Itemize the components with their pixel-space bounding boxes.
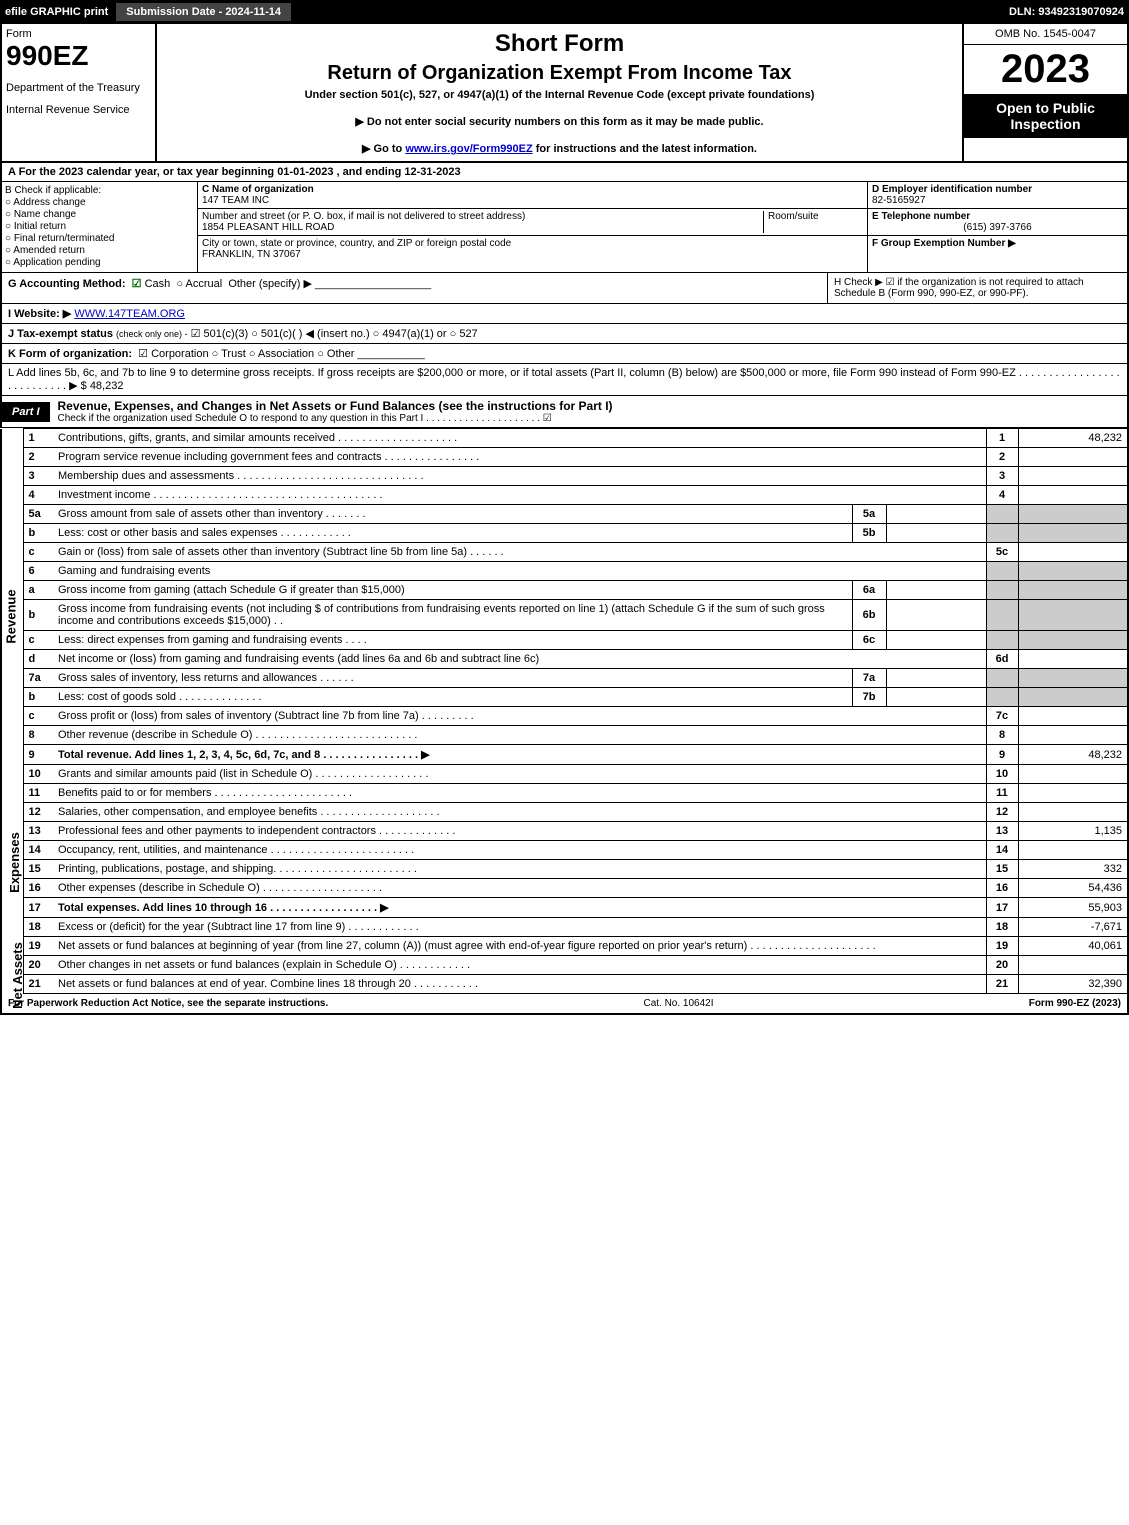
city-line: City or town, state or province, country… (198, 236, 867, 262)
box-d: D Employer identification number82-51659… (868, 182, 1127, 209)
efile-label: efile GRAPHIC print (5, 6, 108, 18)
r1-ln: 1 (986, 429, 1018, 448)
website-link[interactable]: WWW.147TEAM.ORG (74, 308, 185, 320)
l-text: L Add lines 5b, 6c, and 7b to line 9 to … (8, 367, 1120, 392)
phone-value: (615) 397-3766 (872, 222, 1123, 233)
chk-final-return[interactable]: ○ Final return/terminated (5, 233, 194, 244)
g-label: G Accounting Method: (8, 278, 126, 290)
warning: ▶ Do not enter social security numbers o… (163, 115, 956, 128)
city-value: FRANKLIN, TN 37067 (202, 249, 301, 260)
irs-label: Internal Revenue Service (6, 104, 151, 116)
goto-link[interactable]: www.irs.gov/Form990EZ (405, 143, 532, 155)
box-f: F Group Exemption Number ▶ (868, 236, 1127, 251)
org-name-line: C Name of organization 147 TEAM INC (198, 182, 867, 209)
org-name-label: C Name of organization (202, 184, 314, 195)
addr-line: Number and street (or P. O. box, if mail… (198, 209, 867, 236)
submission-date: Submission Date - 2024-11-14 (116, 3, 291, 21)
chk-address-change[interactable]: ○ Address change (5, 197, 194, 208)
dln: DLN: 93492319070924 (1009, 6, 1124, 18)
k-label: K Form of organization: (8, 348, 132, 360)
addr-value: 1854 PLEASANT HILL ROAD (202, 222, 334, 233)
ein-label: D Employer identification number (872, 184, 1123, 195)
subtitle: Under section 501(c), 527, or 4947(a)(1)… (163, 89, 956, 101)
gh-row: G Accounting Method: ☑ Cash ○ Accrual Ot… (0, 273, 1129, 304)
part-i-header: Part I Revenue, Expenses, and Changes in… (0, 396, 1129, 428)
part-i-label: Part I (2, 402, 50, 422)
chk-initial-return[interactable]: ○ Initial return (5, 221, 194, 232)
group-label: F Group Exemption Number ▶ (872, 238, 1123, 249)
side-expenses: Expenses (1, 765, 23, 918)
box-bcdef-row: B Check if applicable: ○ Address change … (0, 182, 1129, 273)
g-cash: Cash (145, 278, 171, 290)
form-label: Form (6, 28, 151, 40)
form-number: 990EZ (6, 40, 151, 72)
r1-amt: 48,232 (1018, 429, 1128, 448)
l-amount: 48,232 (90, 380, 124, 392)
chk-pending[interactable]: ○ Application pending (5, 257, 194, 268)
box-b: B Check if applicable: ○ Address change … (2, 182, 198, 272)
j-label: J Tax-exempt status (8, 328, 113, 340)
tax-year: 2023 (964, 45, 1127, 94)
header-middle: Short Form Return of Organization Exempt… (157, 24, 962, 161)
line-l: L Add lines 5b, 6c, and 7b to line 9 to … (0, 364, 1129, 396)
part-i-title: Revenue, Expenses, and Changes in Net As… (50, 396, 1127, 427)
line-i: I Website: ▶ WWW.147TEAM.ORG (0, 304, 1129, 324)
footer-left: For Paperwork Reduction Act Notice, see … (8, 998, 328, 1009)
box-c: C Name of organization 147 TEAM INC Numb… (198, 182, 867, 272)
website-label: I Website: ▶ (8, 308, 71, 320)
phone-label: E Telephone number (872, 211, 1123, 222)
room-label: Room/suite (768, 211, 819, 222)
title-short-form: Short Form (163, 30, 956, 58)
line-j: J Tax-exempt status (check only one) - ☑… (0, 324, 1129, 344)
goto-pre: ▶ Go to (362, 143, 405, 155)
goto-post: for instructions and the latest informat… (533, 143, 757, 155)
g-other: Other (specify) ▶ (228, 278, 312, 290)
k-opts: ☑ Corporation ○ Trust ○ Association ○ Ot… (138, 348, 354, 360)
line-a: A For the 2023 calendar year, or tax yea… (0, 163, 1129, 182)
goto-line: ▶ Go to www.irs.gov/Form990EZ for instru… (163, 142, 956, 155)
r1-desc: Contributions, gifts, grants, and simila… (53, 429, 986, 448)
header-right: OMB No. 1545-0047 2023 Open to Public In… (962, 24, 1127, 161)
line-g: G Accounting Method: ☑ Cash ○ Accrual Ot… (2, 273, 827, 303)
dept-label: Department of the Treasury (6, 82, 151, 94)
footer-right: Form 990-EZ (2023) (1029, 998, 1121, 1009)
top-bar: efile GRAPHIC print Submission Date - 20… (0, 0, 1129, 24)
side-netassets: Net Assets (1, 918, 23, 994)
side-revenue: Revenue (1, 429, 23, 726)
part-i-sub: Check if the organization used Schedule … (58, 413, 1119, 424)
addr-label: Number and street (or P. O. box, if mail… (202, 211, 525, 222)
city-label: City or town, state or province, country… (202, 238, 511, 249)
chk-amended[interactable]: ○ Amended return (5, 245, 194, 256)
header-left: Form 990EZ Department of the Treasury In… (2, 24, 157, 161)
box-e: E Telephone number(615) 397-3766 (868, 209, 1127, 236)
ein-value: 82-5165927 (872, 195, 925, 206)
org-name: 147 TEAM INC (202, 195, 269, 206)
box-def: D Employer identification number82-51659… (867, 182, 1127, 272)
chk-name-change[interactable]: ○ Name change (5, 209, 194, 220)
g-accrual: Accrual (186, 278, 223, 290)
box-b-label: B Check if applicable: (5, 185, 101, 196)
j-opts: ☑ 501(c)(3) ○ 501(c)( ) ◀ (insert no.) ○… (191, 328, 478, 340)
r1-num: 1 (23, 429, 53, 448)
footer: For Paperwork Reduction Act Notice, see … (0, 994, 1129, 1015)
form-header: Form 990EZ Department of the Treasury In… (0, 24, 1129, 163)
footer-mid: Cat. No. 10642I (643, 998, 713, 1009)
line-k: K Form of organization: ☑ Corporation ○ … (0, 344, 1129, 364)
cash-check-icon: ☑ (132, 278, 142, 290)
j-sub: (check only one) - (116, 329, 188, 339)
main-table: Revenue 1 Contributions, gifts, grants, … (0, 428, 1129, 994)
line-h: H Check ▶ ☑ if the organization is not r… (827, 273, 1127, 303)
open-public: Open to Public Inspection (964, 94, 1127, 138)
omb-number: OMB No. 1545-0047 (964, 24, 1127, 45)
title-return: Return of Organization Exempt From Incom… (163, 62, 956, 85)
